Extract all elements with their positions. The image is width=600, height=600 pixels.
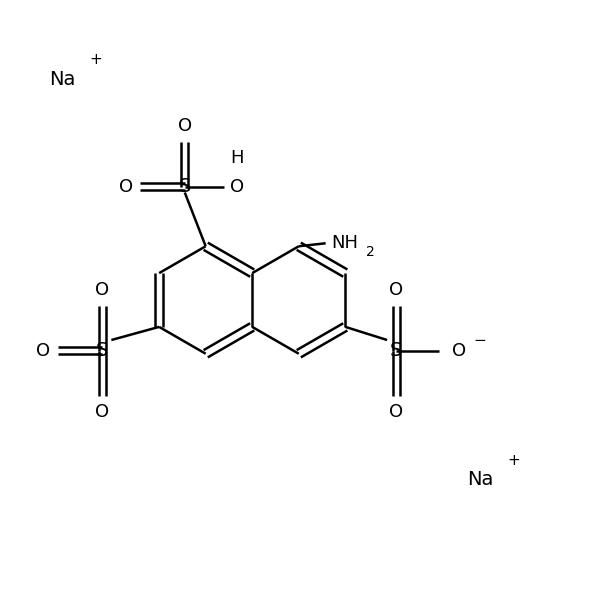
Text: O: O <box>389 403 403 421</box>
Text: H: H <box>230 149 244 167</box>
Text: +: + <box>90 52 103 67</box>
Text: O: O <box>452 342 466 360</box>
Text: −: − <box>473 332 486 347</box>
Text: +: + <box>508 452 521 467</box>
Text: S: S <box>390 341 402 360</box>
Text: Na: Na <box>49 70 76 89</box>
Text: S: S <box>179 177 191 196</box>
Text: O: O <box>230 178 244 196</box>
Text: O: O <box>119 178 133 196</box>
Text: 2: 2 <box>366 245 375 259</box>
Text: O: O <box>95 403 109 421</box>
Text: O: O <box>36 342 50 360</box>
Text: NH: NH <box>332 234 359 252</box>
Text: S: S <box>96 341 109 360</box>
Text: O: O <box>95 281 109 299</box>
Text: O: O <box>389 281 403 299</box>
Text: Na: Na <box>467 470 494 488</box>
Text: O: O <box>178 117 192 135</box>
